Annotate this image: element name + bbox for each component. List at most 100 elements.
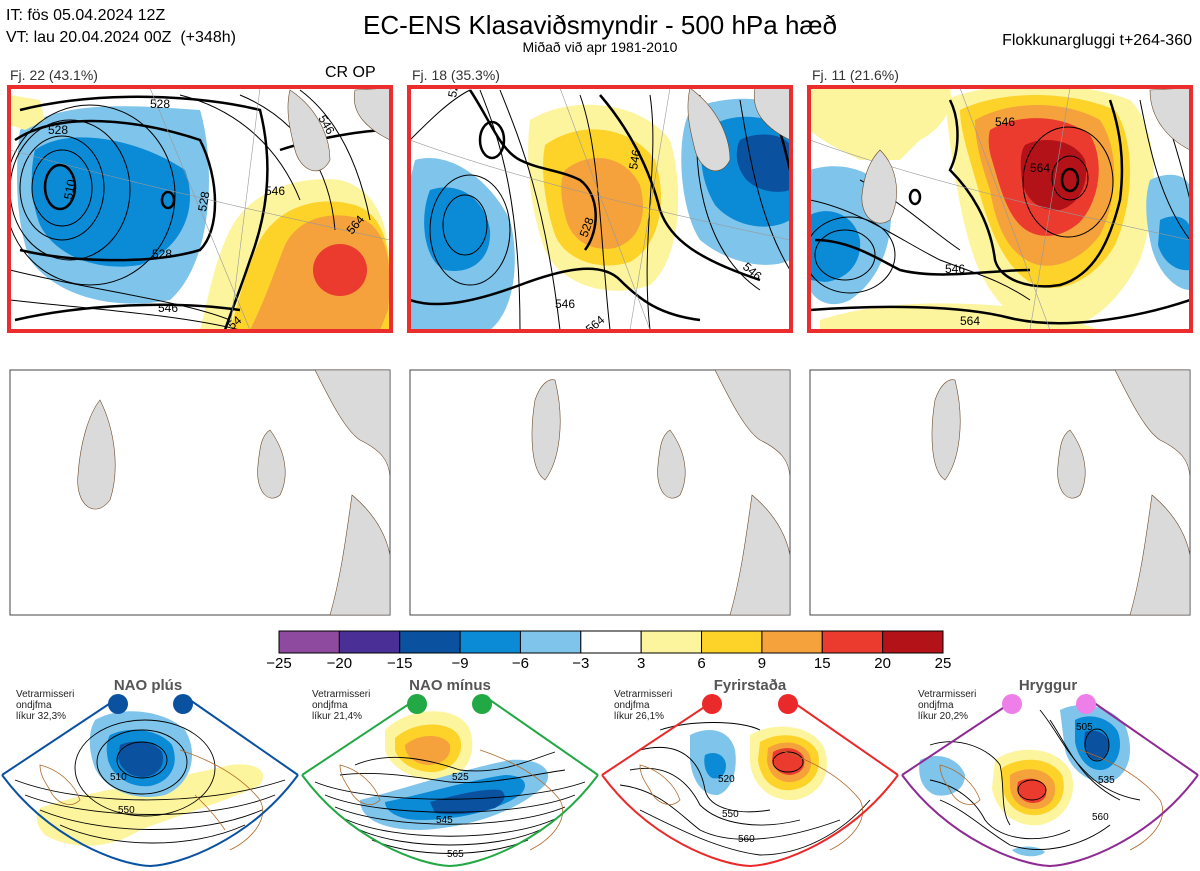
- contour-label: 560: [738, 834, 755, 845]
- contour-label: 546: [265, 184, 285, 198]
- cluster-1-label: Fj. 22 (43.1%): [10, 67, 98, 83]
- colorbar-swatch: [761, 630, 823, 654]
- contour-label: 528: [445, 76, 462, 98]
- empty-map-3: [809, 369, 1191, 616]
- colorbar-tick: −15: [386, 655, 413, 672]
- regime-3-note: Vetrarmisseri ondjfma líkur 26,1%: [614, 689, 673, 722]
- contour-label: 510: [110, 772, 127, 783]
- anomaly-neg-15: [736, 134, 790, 192]
- contour-label: 546: [945, 262, 965, 276]
- colorbar-tick: −20: [326, 655, 353, 672]
- colorbar-tick: 25: [934, 655, 952, 672]
- colorbar-tick: 6: [697, 655, 706, 672]
- regime-3-title: Fyrirstaða: [713, 677, 787, 694]
- colorbar-swatch: [459, 630, 521, 654]
- colorbar-tick: −9: [451, 655, 469, 672]
- contour-label: 510: [61, 178, 78, 200]
- colorbar-swatch: [278, 630, 340, 654]
- regime-1-frame: [1, 699, 299, 868]
- anomaly-neg-9: [424, 187, 491, 271]
- cluster-2-map: 546 528 528 546 546 564: [410, 76, 790, 330]
- colorbar-tick: −3: [572, 655, 590, 672]
- contour-label: 535: [1098, 775, 1115, 786]
- cluster-2-label: Fj. 18 (35.3%): [412, 67, 500, 83]
- regime-2-map: 525 545 565: [301, 694, 599, 868]
- colorbar-swatch: [882, 630, 944, 654]
- regime-1-note: Vetrarmisseri ondjfma líkur 32,3%: [16, 689, 75, 722]
- regime-2-frame: [301, 699, 599, 868]
- cluster-1-frame: [7, 85, 393, 333]
- cluster-1-flags: CR OP: [325, 64, 376, 81]
- contour-label: 546: [995, 115, 1015, 129]
- regime-dot: [108, 694, 128, 714]
- contour-label: 565: [447, 849, 464, 860]
- cluster-1-map: 528 528 510 528 528 546 546 564 546 54: [10, 88, 390, 330]
- colorbar-ticks: −25 −20 −15 −9 −6 −3 3 6 9 15 20 25: [0, 655, 1200, 675]
- anomaly-neg-9: [810, 211, 861, 282]
- valid-time: VT: lau 20.04.2024 00Z (+348h): [6, 29, 236, 46]
- empty-map-2: [409, 369, 791, 616]
- classification-window: Flokkunargluggi t+264-360: [1002, 32, 1192, 49]
- regime-dot: [778, 694, 798, 714]
- cluster-3-frame: [807, 85, 1193, 333]
- colorbar-swatch: [338, 630, 401, 654]
- colorbar: [278, 630, 944, 654]
- contour-label: 505: [1076, 722, 1093, 733]
- colorbar-tick: −25: [266, 655, 292, 672]
- contour-label: 528: [195, 190, 212, 212]
- empty-map-1: [9, 369, 391, 616]
- issue-time: IT: fös 05.04.2024 12Z: [6, 7, 166, 24]
- contour-label: 528: [577, 215, 597, 239]
- contour-label: 546: [626, 148, 643, 170]
- cluster-3-map: 546 564 546 564: [810, 88, 1190, 330]
- regime-2-note: Vetrarmisseri ondjfma líkur 21,4%: [312, 689, 371, 722]
- regime-dot: [702, 694, 722, 714]
- regime-maps: 510 550 525 545: [1, 694, 1199, 868]
- chart-title: EC-ENS Klasaviðsmyndir - 500 hPa hæð: [363, 10, 837, 40]
- regime-4-note: Vetrarmisseri ondjfma líkur 20,2%: [918, 689, 977, 722]
- regime-dot: [1002, 694, 1022, 714]
- colorbar-swatch: [701, 630, 763, 654]
- regime-4-title: Hryggur: [1018, 677, 1078, 694]
- chart-subtitle: Miðað við apr 1981-2010: [522, 39, 678, 55]
- cluster-maps: 528 528 510 528 528 546 546 564 546 54: [7, 76, 1193, 616]
- regime-2-title: NAO mínus: [409, 677, 491, 694]
- regime-4-map: 505 535 560: [901, 694, 1199, 868]
- colorbar-swatch: [580, 630, 642, 654]
- anomaly-pos-15: [313, 244, 367, 296]
- regime-4-frame: [901, 699, 1199, 868]
- regime-3-frame: [601, 699, 899, 868]
- contour-label: 545: [436, 815, 453, 826]
- colorbar-swatch: [519, 630, 582, 654]
- regime-1-map: 510 550: [1, 694, 299, 868]
- colorbar-swatch: [399, 630, 461, 654]
- cluster-2-frame: [407, 85, 793, 333]
- colorbar-tick: 3: [637, 655, 646, 672]
- colorbar-tick: 9: [757, 655, 767, 672]
- regime-dot: [1076, 694, 1096, 714]
- colorbar-tick: 15: [813, 655, 831, 672]
- colorbar-tick: −6: [511, 655, 529, 672]
- contour-label: 546: [555, 297, 575, 311]
- contour-label: 546: [158, 301, 178, 315]
- contour-label: 550: [118, 805, 135, 816]
- colorbar-swatch: [821, 630, 884, 654]
- anomaly-neg-9: [31, 137, 190, 267]
- contour-label: 564: [1030, 161, 1050, 175]
- anomaly-pos-20: [1020, 140, 1087, 211]
- contour-label: 528: [150, 97, 170, 111]
- regime-dot: [407, 694, 427, 714]
- contour-label: 560: [1092, 812, 1109, 823]
- colorbar-tick: 20: [874, 655, 891, 672]
- contour-label: 525: [452, 772, 469, 783]
- cluster-3-label: Fj. 11 (21.6%): [812, 67, 899, 83]
- regime-1-title: NAO plús: [113, 677, 183, 694]
- regime-3-map: 520 550 560: [601, 694, 899, 868]
- contour-label: 564: [960, 314, 980, 328]
- contour-label: 528: [152, 247, 172, 261]
- colorbar-swatch: [640, 630, 703, 654]
- regime-dot: [173, 694, 193, 714]
- contour-label: 528: [48, 123, 68, 137]
- regime-dot: [472, 694, 492, 714]
- contour-label: 520: [718, 774, 735, 785]
